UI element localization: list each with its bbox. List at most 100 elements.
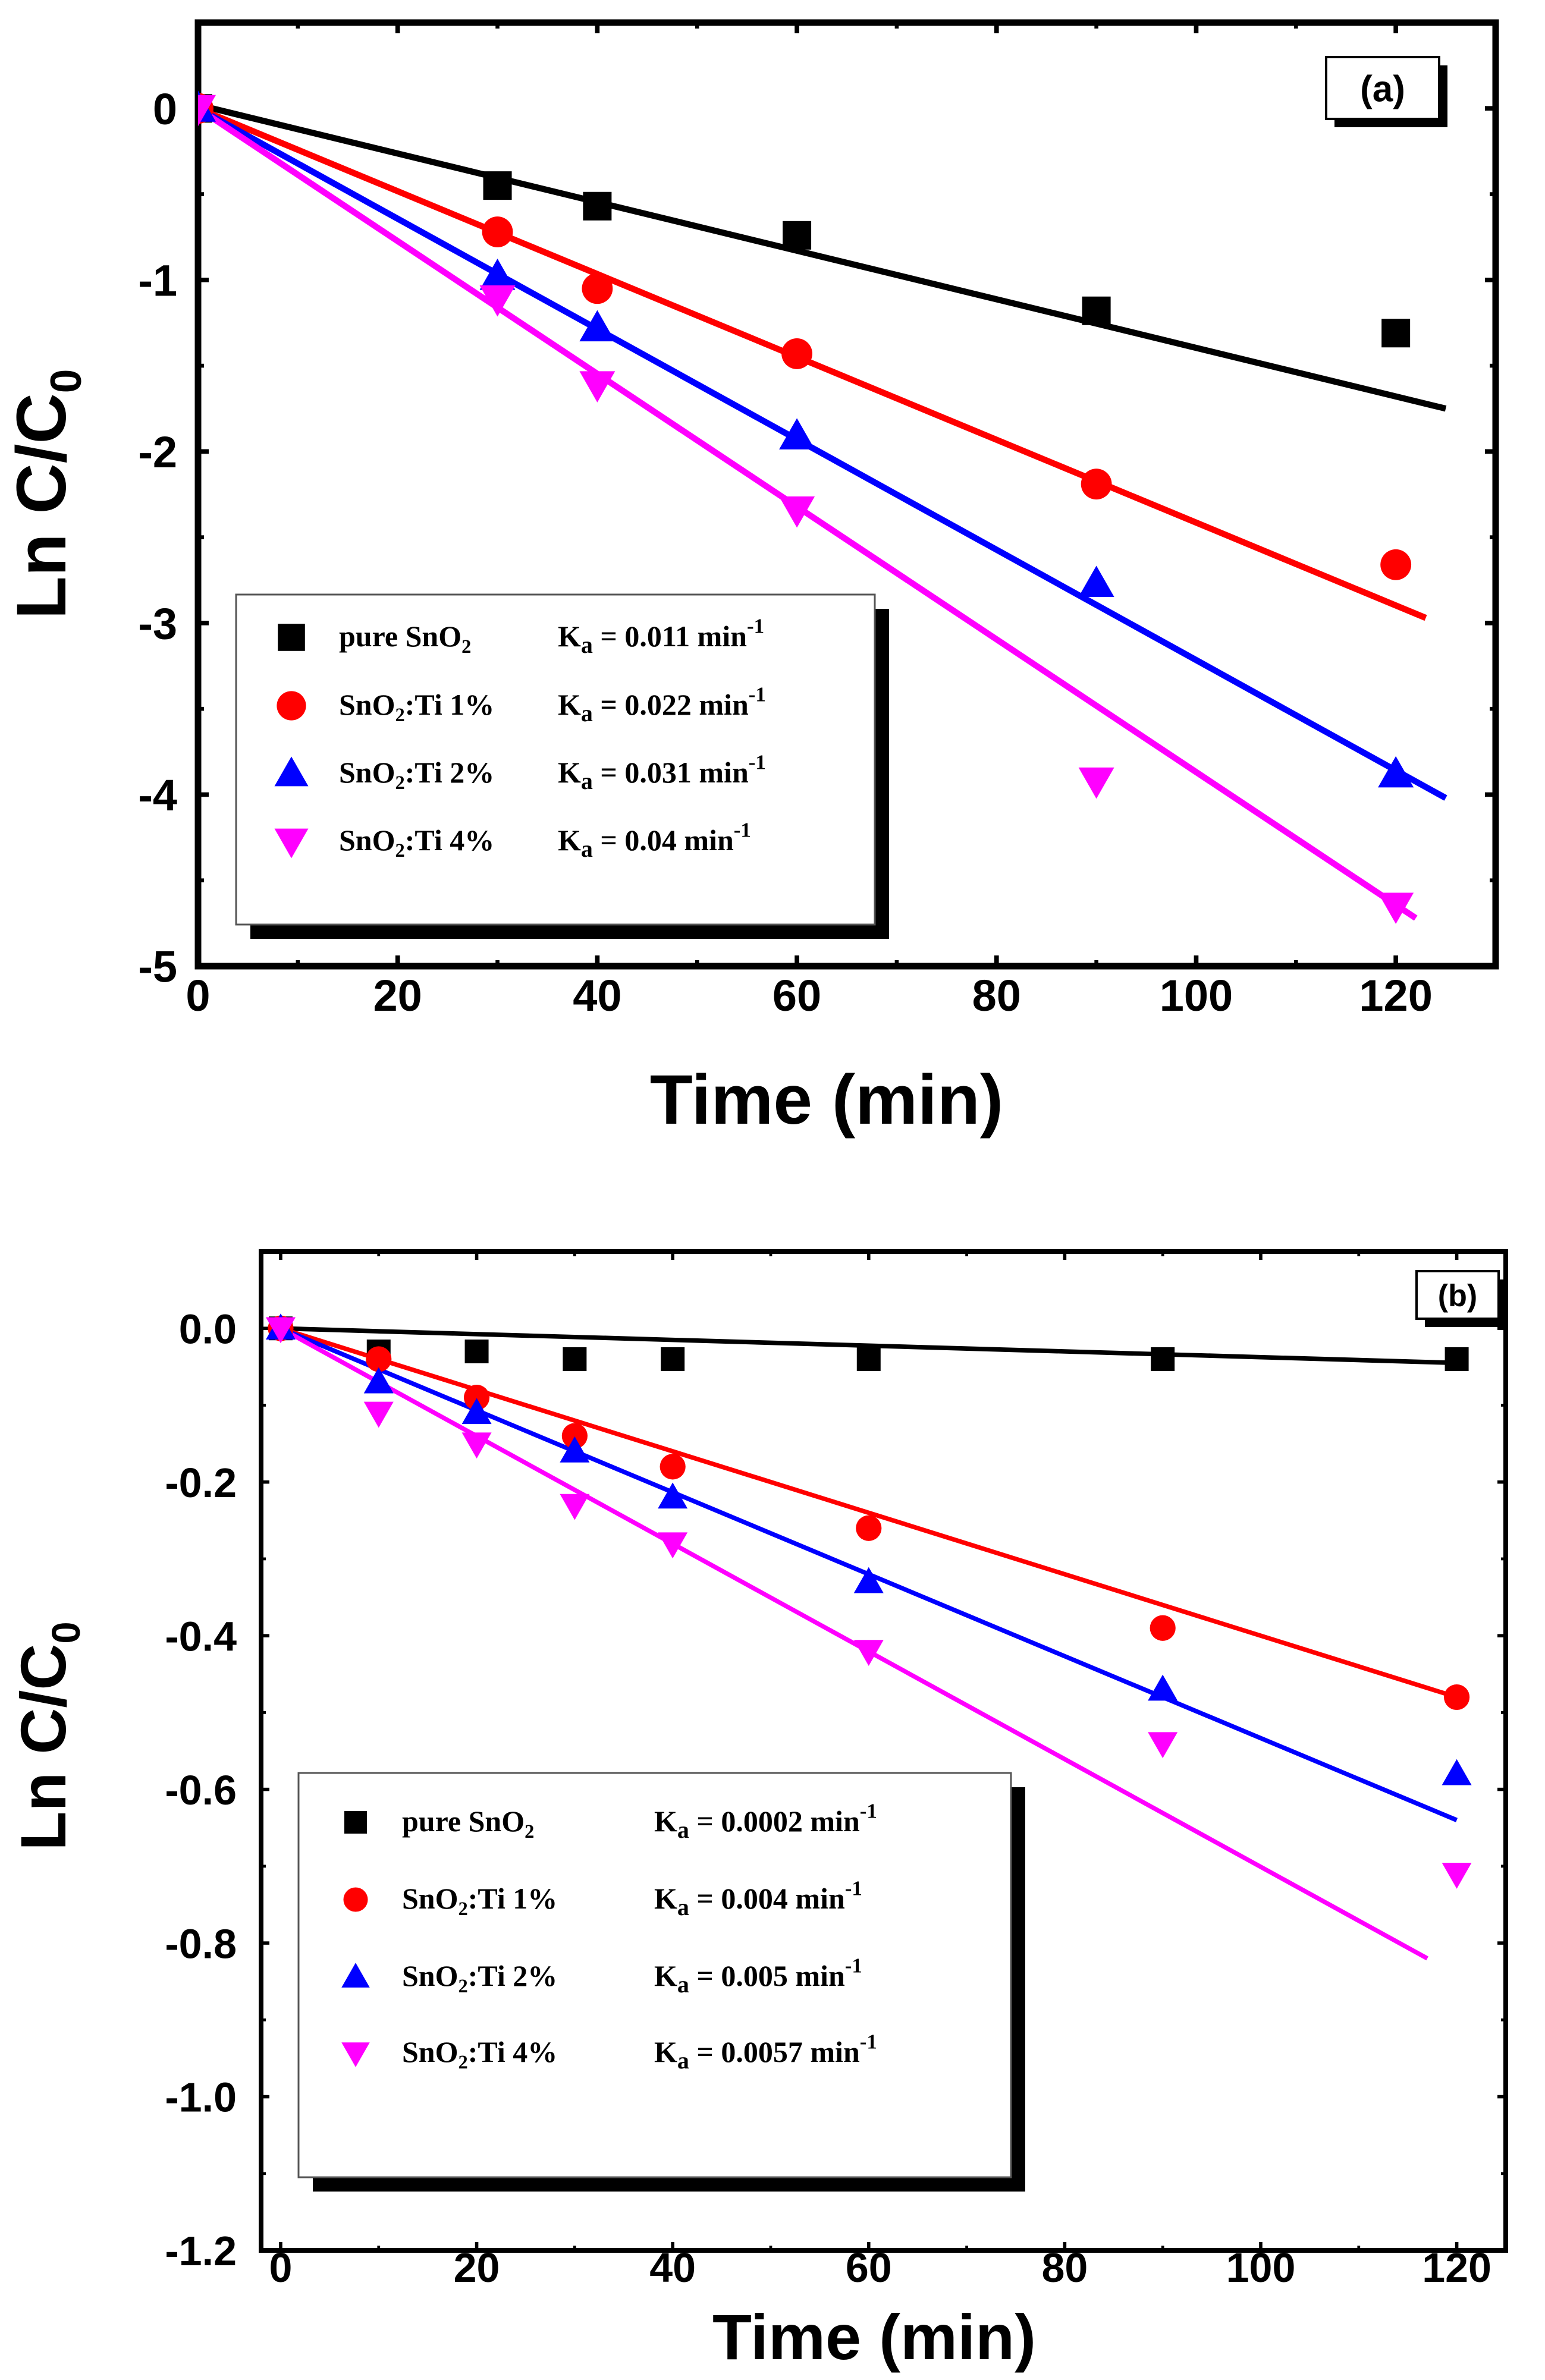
- plot-frame: [194, 19, 1499, 970]
- legend-rate-k: K: [558, 823, 581, 857]
- y-tick-label: -5: [138, 942, 177, 992]
- data-point-series-0: [856, 1347, 881, 1371]
- legend-name: SnO: [402, 1882, 459, 1915]
- legend-rate-k-subscript: a: [581, 768, 593, 794]
- panel-label: (b): [1438, 1279, 1477, 1313]
- chart-panel-b: 0 20 40 60 80 100 1200.0-0.2-0.4-0.6-0.8-1.0-1…: [7, 1249, 1508, 2373]
- legend-rate-series-3: Ka = 0.0057 min-1: [654, 2030, 877, 2074]
- y-tick-label: -2: [138, 427, 177, 477]
- legend-rate-series-1: Ka = 0.022 min-1: [558, 683, 766, 727]
- fit-line-series-0: [280, 1326, 1457, 1366]
- y-tick-label: -0.4: [165, 1613, 237, 1659]
- legend-rate-k: K: [558, 620, 581, 653]
- y-axis-title-subscript: 0: [42, 369, 90, 394]
- fit-line-series-2: [198, 105, 1447, 801]
- panel-label-box: [1325, 56, 1440, 120]
- y-axis-title: Ln C/C0: [7, 1621, 89, 1850]
- legend-rate-superscript: -1: [747, 615, 764, 638]
- x-tick-label: 120: [1359, 971, 1432, 1020]
- y-axis-title-subscript: 0: [44, 1621, 89, 1643]
- x-tick-label: 60: [846, 2244, 892, 2291]
- data-point-series-1: [856, 1515, 882, 1541]
- legend-name-rest: :Ti 2%: [468, 1959, 558, 1992]
- legend-name-subscript: 2: [395, 840, 405, 862]
- data-point-series-3: [363, 1401, 394, 1428]
- data-point-series-3: [198, 95, 216, 127]
- legend-name: SnO: [339, 688, 395, 721]
- y-tick-label: -1.2: [165, 2228, 237, 2274]
- y-axis-title: Ln C/C0: [2, 369, 90, 620]
- data-point-series-0: [1151, 1347, 1175, 1371]
- x-tick-label: 100: [1226, 2244, 1296, 2291]
- plot-area: [198, 90, 1447, 925]
- legend-rate-k-subscript: a: [581, 700, 593, 727]
- data-point-series-3: [479, 285, 516, 317]
- x-tick-label: 40: [649, 2244, 696, 2291]
- legend-marker-series-1: [277, 691, 306, 721]
- data-point-series-2: [363, 1367, 394, 1394]
- legend-box: [297, 1772, 1012, 2178]
- data-point-series-3: [853, 1640, 884, 1666]
- data-point-series-2: [579, 310, 616, 342]
- data-point-series-0: [661, 1347, 685, 1371]
- legend-label-series-2: SnO2:Ti 2%: [339, 756, 494, 794]
- data-point-series-1: [1380, 549, 1412, 580]
- data-point-series-0: [1381, 319, 1411, 348]
- legend-marker-series-3: [274, 828, 309, 859]
- y-tick-label: -3: [138, 599, 177, 649]
- legend-name-subscript: 2: [461, 636, 471, 658]
- legend-rate-k: K: [558, 756, 581, 789]
- legend-rate-series-2: Ka = 0.005 min-1: [654, 1954, 862, 1998]
- data-point-series-0: [563, 1347, 587, 1371]
- legend-marker-series-3: [341, 2042, 370, 2067]
- legend-rate-k: K: [654, 1882, 677, 1915]
- data-point-series-2: [461, 1398, 492, 1425]
- data-point-series-2: [779, 418, 815, 449]
- data-point-series-2: [1148, 1674, 1178, 1701]
- data-point-series-3: [658, 1532, 688, 1559]
- legend-label-series-1: SnO2:Ti 1%: [339, 688, 494, 726]
- data-point-series-1: [482, 216, 513, 247]
- legend-box: [235, 593, 876, 926]
- y-tick-label: -1.0: [165, 2074, 237, 2121]
- legend-marker-series-1: [343, 1887, 368, 1912]
- legend-rate-series-0: Ka = 0.0002 min-1: [654, 1800, 877, 1844]
- data-point-series-1: [366, 1346, 392, 1372]
- data-point-series-2: [560, 1436, 590, 1463]
- legend-name-rest: :Ti 2%: [405, 756, 495, 789]
- data-point-series-0: [1444, 1347, 1469, 1371]
- legend-name: SnO: [339, 756, 395, 789]
- legend-rate-value: = 0.031 min: [593, 756, 749, 789]
- y-tick-label: -4: [138, 771, 177, 820]
- legend-rate-value: = 0.04 min: [593, 823, 734, 857]
- legend-rate-series-3: Ka = 0.04 min-1: [558, 819, 751, 863]
- legend-name: pure SnO: [339, 620, 461, 653]
- legend-name-subscript: 2: [395, 705, 405, 726]
- legend-rate-series-2: Ka = 0.031 min-1: [558, 751, 766, 795]
- x-tick-label: 20: [373, 971, 422, 1020]
- data-point-series-3: [779, 496, 815, 528]
- data-point-series-1: [561, 1423, 588, 1449]
- legend-name-rest: :Ti 1%: [405, 688, 495, 721]
- data-point-series-3: [560, 1494, 590, 1520]
- data-point-series-1: [1150, 1615, 1176, 1641]
- legend-marker-series-2: [274, 756, 309, 787]
- legend-label-series-1: SnO2:Ti 1%: [402, 1882, 557, 1920]
- legend-rate-k-subscript: a: [677, 1894, 689, 1920]
- data-point-series-1: [1081, 469, 1112, 500]
- data-point-series-2: [1078, 565, 1114, 598]
- legend-rate-k-subscript: a: [581, 631, 593, 658]
- x-tick-label: 0: [186, 971, 210, 1020]
- legend-rate-superscript: -1: [845, 1877, 862, 1900]
- legend-marker-series-2: [341, 1963, 370, 1988]
- legend-name-subscript: 2: [459, 2052, 468, 2073]
- y-tick-label: -0.6: [165, 1767, 237, 1813]
- data-point-series-1: [582, 273, 613, 304]
- legend-name: SnO: [339, 823, 395, 857]
- legend-rate-series-1: Ka = 0.004 min-1: [654, 1877, 862, 1921]
- legend-rate-superscript: -1: [749, 751, 766, 774]
- data-point-series-3: [265, 1317, 296, 1344]
- data-point-series-3: [1148, 1732, 1178, 1759]
- legend-label-series-2: SnO2:Ti 2%: [402, 1959, 557, 1997]
